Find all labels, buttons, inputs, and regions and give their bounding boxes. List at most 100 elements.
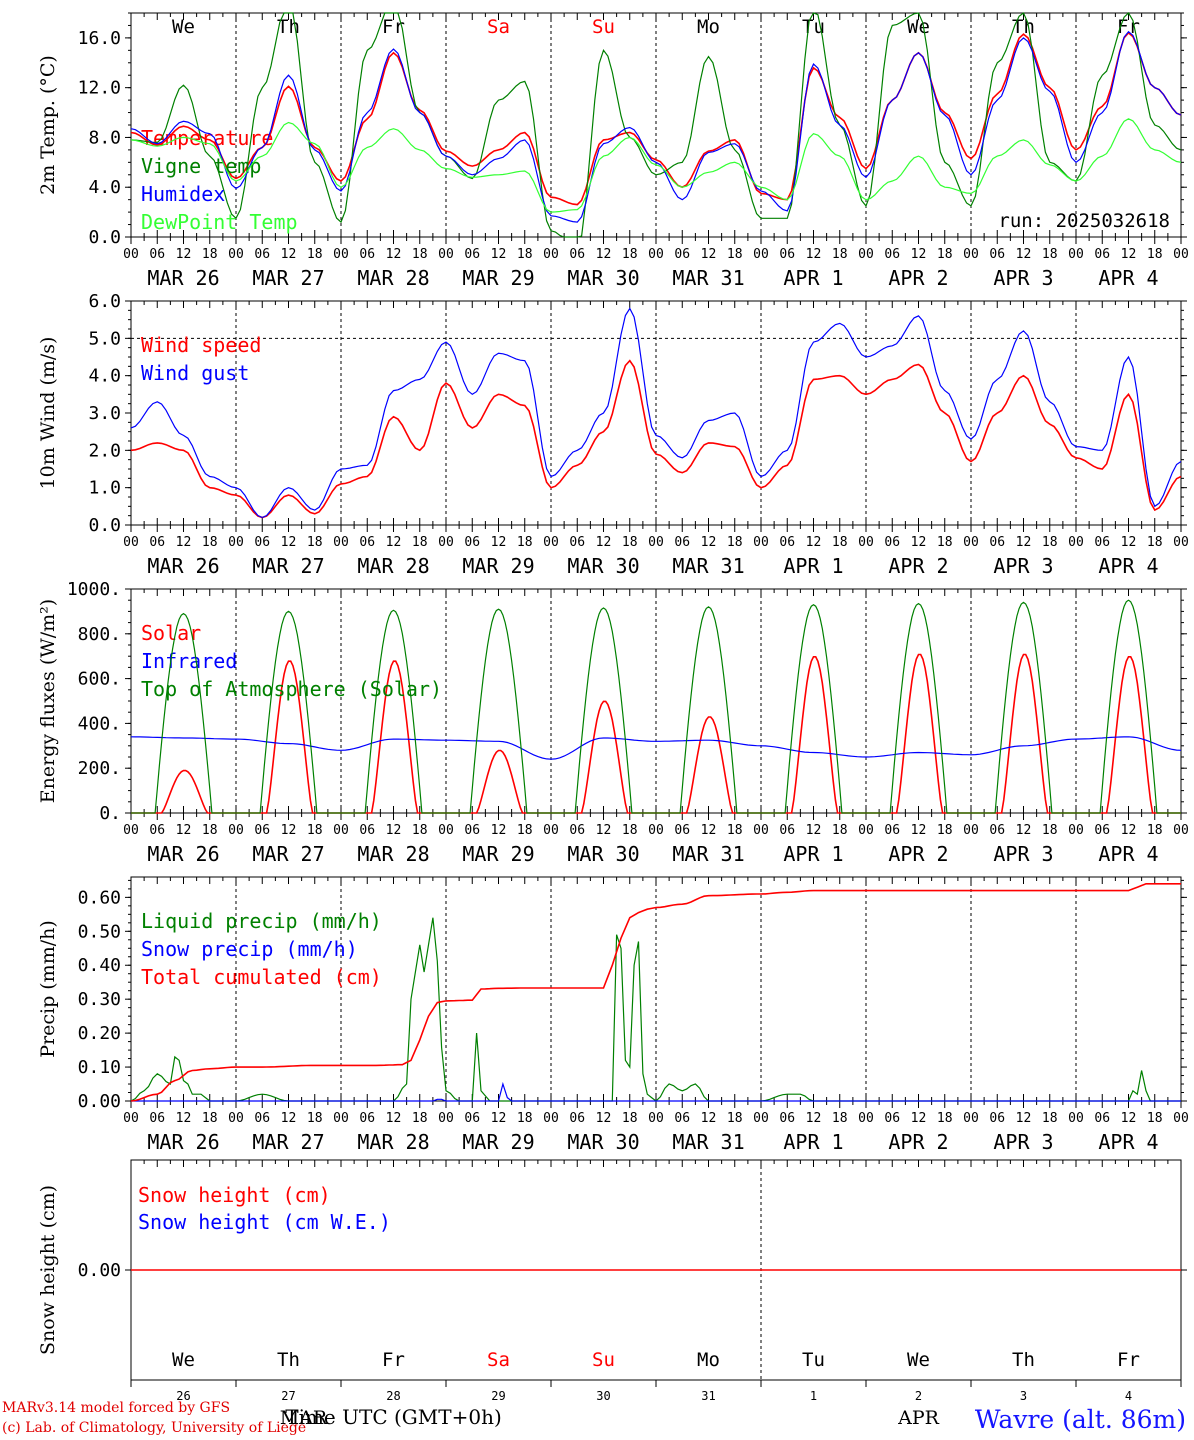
- hour-label: 18: [832, 1111, 848, 1126]
- hour-label: 06: [779, 823, 795, 838]
- hour-label: 12: [491, 535, 507, 550]
- weekday-label: We: [172, 1349, 195, 1371]
- hour-label: 18: [202, 247, 218, 262]
- hour-label: 18: [202, 823, 218, 838]
- hour-label: 12: [281, 247, 297, 262]
- hour-label: 18: [1147, 247, 1163, 262]
- y-tick-label: 6.0: [88, 291, 121, 312]
- hour-label: 12: [701, 823, 717, 838]
- y-axis-label: 2m Temp. (°C): [37, 55, 59, 195]
- hour-label: 00: [648, 535, 664, 550]
- day-number-label: 30: [596, 1389, 610, 1403]
- series-line-total-cumulated-cm-: [130, 883, 1181, 1102]
- hour-label: 00: [438, 823, 454, 838]
- hour-label: 18: [622, 1111, 638, 1126]
- hour-label: 06: [149, 823, 165, 838]
- hour-label: 12: [1121, 535, 1137, 550]
- hour-label: 12: [386, 823, 402, 838]
- date-label: APR 4: [1098, 1130, 1158, 1154]
- hour-label: 06: [149, 535, 165, 550]
- hour-label: 00: [753, 247, 769, 262]
- hour-label: 06: [359, 535, 375, 550]
- hour-label: 12: [1121, 1111, 1137, 1126]
- hour-label: 00: [228, 535, 244, 550]
- hour-label: 12: [386, 1111, 402, 1126]
- hour-label: 18: [937, 535, 953, 550]
- y-tick-label: 1000.: [67, 579, 121, 600]
- y-tick-label: 4.0: [88, 366, 121, 387]
- credit-line-1: MARv3.14 model forced by GFS: [2, 1400, 231, 1416]
- legend-entry: Solar: [141, 621, 201, 645]
- hour-label: 12: [1016, 1111, 1032, 1126]
- weekday-label: Th: [1012, 1349, 1035, 1371]
- date-label: MAR 29: [462, 842, 534, 866]
- credit-line-2: (c) Lab. of Climatology, University of L…: [2, 1420, 307, 1436]
- day-number-label: 3: [1020, 1389, 1027, 1403]
- legend-entry: Top of Atmosphere (Solar): [141, 677, 442, 701]
- weekday-label: Tu: [802, 1349, 825, 1371]
- hour-label: 12: [806, 535, 822, 550]
- date-label: APR 2: [888, 554, 948, 578]
- hour-label: 00: [1173, 1111, 1189, 1126]
- series-line-wind-speed: [130, 359, 1182, 519]
- hour-label: 06: [1094, 823, 1110, 838]
- y-tick-label: 0.00: [78, 1260, 121, 1281]
- hour-label: 00: [1173, 535, 1189, 550]
- date-label: APR 3: [993, 554, 1053, 578]
- hour-label: 00: [753, 1111, 769, 1126]
- hour-label: 18: [622, 535, 638, 550]
- hour-label: 12: [806, 823, 822, 838]
- hour-label: 18: [727, 1111, 743, 1126]
- hour-label: 00: [543, 823, 559, 838]
- hour-label: 12: [386, 247, 402, 262]
- hour-label: 12: [596, 247, 612, 262]
- weekday-label: Th: [277, 1349, 300, 1371]
- hour-label: 12: [596, 823, 612, 838]
- date-label: APR 3: [993, 842, 1053, 866]
- hour-label: 12: [1121, 823, 1137, 838]
- hour-label: 12: [281, 1111, 297, 1126]
- hour-label: 12: [176, 535, 192, 550]
- month-label: APR: [897, 1407, 940, 1429]
- y-tick-label: 0.0: [88, 227, 121, 248]
- hour-label: 12: [701, 535, 717, 550]
- hour-label: 18: [307, 535, 323, 550]
- legend-entry: Total cumulated (cm): [141, 965, 382, 989]
- hour-label: 12: [1016, 823, 1032, 838]
- hour-label: 00: [228, 247, 244, 262]
- date-label: APR 2: [888, 266, 948, 290]
- y-tick-label: 600.: [78, 669, 121, 690]
- hour-label: 18: [937, 247, 953, 262]
- day-number-label: 1: [810, 1389, 817, 1403]
- series-line-vigne-temp: [130, 12, 1182, 238]
- hour-label: 18: [412, 1111, 428, 1126]
- legend-entry: DewPoint Temp: [141, 210, 298, 234]
- hour-label: 18: [1147, 535, 1163, 550]
- hour-label: 06: [569, 823, 585, 838]
- weekday-label: Su: [592, 16, 615, 38]
- date-label: APR 1: [783, 1130, 843, 1154]
- hour-label: 06: [884, 535, 900, 550]
- series-line-top-of-atmosphere-solar-: [131, 599, 1181, 814]
- date-label: MAR 29: [462, 1130, 534, 1154]
- hour-label: 00: [123, 1111, 139, 1126]
- hour-label: 18: [307, 247, 323, 262]
- hour-label: 06: [254, 1111, 270, 1126]
- day-number-label: 31: [701, 1389, 715, 1403]
- day-number-label: 27: [281, 1389, 295, 1403]
- legend-entry: Snow precip (mm/h): [141, 937, 358, 961]
- hour-label: 00: [963, 247, 979, 262]
- legend-entry: Humidex: [141, 182, 225, 206]
- hour-label: 12: [281, 823, 297, 838]
- hour-label: 00: [543, 247, 559, 262]
- hour-label: 18: [1042, 247, 1058, 262]
- y-tick-label: 800.: [78, 624, 121, 645]
- y-tick-label: 0.00: [78, 1091, 121, 1112]
- y-tick-label: 2.0: [88, 440, 121, 461]
- hour-label: 00: [438, 1111, 454, 1126]
- weekday-label: Fr: [382, 1349, 405, 1371]
- hour-label: 18: [202, 535, 218, 550]
- date-label: MAR 31: [672, 554, 744, 578]
- hour-label: 18: [832, 247, 848, 262]
